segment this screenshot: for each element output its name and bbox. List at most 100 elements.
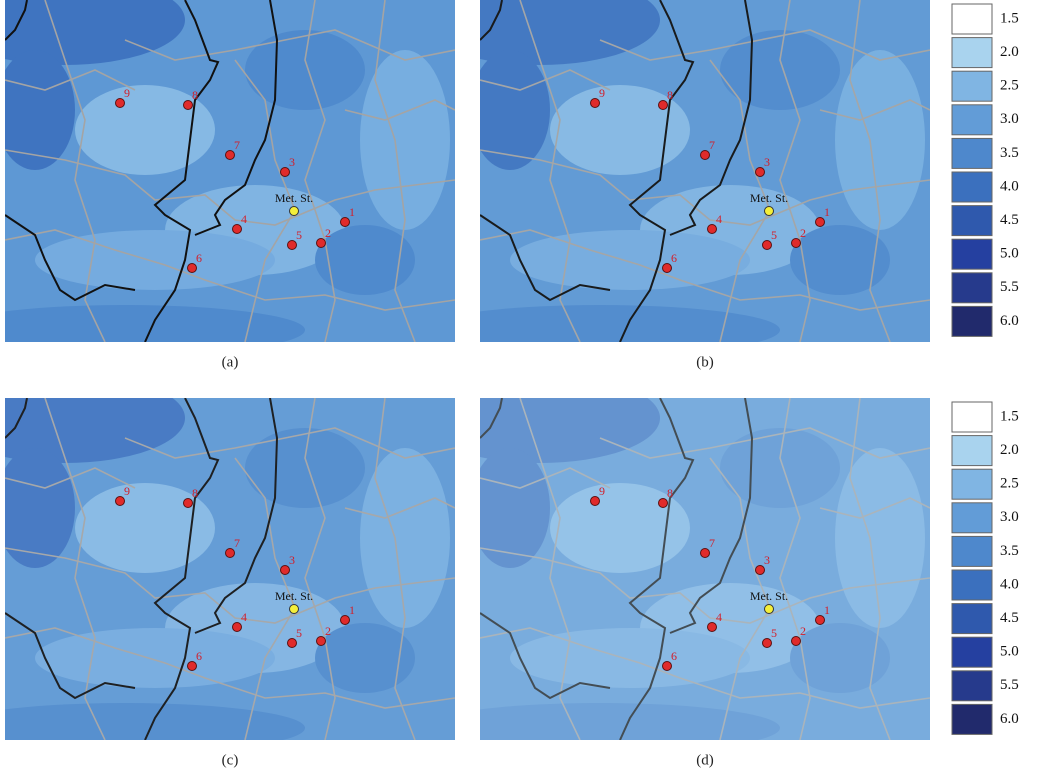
station-marker — [341, 218, 350, 227]
station-marker — [756, 168, 765, 177]
station-marker — [816, 616, 825, 625]
legend-swatch — [952, 671, 992, 701]
legend-swatch — [952, 704, 992, 734]
station-label: 3 — [289, 553, 295, 567]
legend-label: 6.0 — [1000, 313, 1019, 329]
station-label: 3 — [289, 155, 295, 169]
station-label: 6 — [671, 251, 677, 265]
map-tint — [480, 398, 930, 740]
legend-swatch — [952, 38, 992, 68]
panel-label: (a) — [222, 354, 239, 370]
station-label: 4 — [716, 610, 722, 624]
station-marker — [184, 499, 193, 508]
figure: 1 2 3 4 5 6 7 8 9 Met. St. (a) 1 2 3 4 5 6 7 8 9 Met. St. (b)… — [0, 0, 1042, 769]
station-label: 5 — [296, 626, 302, 640]
legend-label: 5.5 — [1000, 279, 1019, 295]
station-marker — [701, 549, 710, 558]
legend-label: 4.5 — [1000, 610, 1019, 626]
station-label: 9 — [124, 86, 130, 100]
station-label: 7 — [709, 138, 715, 152]
station-label: 2 — [325, 624, 331, 638]
station-label: 8 — [192, 486, 198, 500]
legend-label: 3.0 — [1000, 111, 1019, 127]
station-marker — [663, 662, 672, 671]
station-label: 5 — [771, 228, 777, 242]
panel-label: (b) — [696, 354, 714, 370]
station-marker — [188, 264, 197, 273]
station-label: 7 — [709, 536, 715, 550]
station-marker — [659, 101, 668, 110]
legend-label: 4.0 — [1000, 178, 1019, 194]
station-label: 5 — [296, 228, 302, 242]
legend-swatch — [952, 273, 992, 303]
legend-label: 1.5 — [1000, 10, 1019, 26]
station-label: 9 — [599, 484, 605, 498]
met-station-label: Met. St. — [750, 589, 788, 603]
legend-swatch — [952, 604, 992, 634]
station-label: 7 — [234, 536, 240, 550]
met-station-label: Met. St. — [275, 589, 313, 603]
station-marker — [763, 241, 772, 250]
panel-label: (d) — [696, 752, 714, 768]
station-label: 9 — [599, 86, 605, 100]
station-marker — [708, 225, 717, 234]
legend-swatch — [952, 306, 992, 336]
station-label: 2 — [325, 226, 331, 240]
legend-swatch — [952, 172, 992, 202]
station-marker — [288, 241, 297, 250]
legend: 1.52.02.53.03.54.04.55.05.56.0 — [952, 4, 1019, 336]
station-label: 3 — [764, 553, 770, 567]
legend-label: 2.5 — [1000, 78, 1019, 94]
station-marker — [317, 637, 326, 646]
station-marker — [591, 99, 600, 108]
panel-label: (c) — [222, 752, 239, 768]
station-marker — [233, 225, 242, 234]
station-marker — [233, 623, 242, 632]
legend-label: 2.0 — [1000, 44, 1019, 60]
station-marker — [591, 497, 600, 506]
legend-label: 4.5 — [1000, 212, 1019, 228]
legends: 1.52.02.53.03.54.04.55.05.56.01.52.02.53… — [952, 4, 1019, 734]
legend-swatch — [952, 4, 992, 34]
legend-label: 2.0 — [1000, 442, 1019, 458]
station-marker — [756, 566, 765, 575]
legend-swatch — [952, 138, 992, 168]
station-marker — [663, 264, 672, 273]
legend-label: 2.5 — [1000, 476, 1019, 492]
station-label: 1 — [824, 205, 830, 219]
legend-label: 5.0 — [1000, 246, 1019, 262]
legend-swatch — [952, 436, 992, 466]
legend-swatch — [952, 402, 992, 432]
map-background — [0, 0, 455, 355]
station-label: 4 — [716, 212, 722, 226]
legend-label: 6.0 — [1000, 711, 1019, 727]
station-label: 5 — [771, 626, 777, 640]
legend-swatch — [952, 239, 992, 269]
station-label: 6 — [196, 649, 202, 663]
station-marker — [701, 151, 710, 160]
station-label: 6 — [671, 649, 677, 663]
met-station-marker — [765, 605, 774, 614]
legend-label: 5.5 — [1000, 677, 1019, 693]
station-marker — [188, 662, 197, 671]
station-label: 1 — [349, 603, 355, 617]
station-marker — [317, 239, 326, 248]
map-tint — [5, 398, 455, 740]
legend-label: 3.0 — [1000, 509, 1019, 525]
legend-swatch — [952, 71, 992, 101]
legend: 1.52.02.53.03.54.04.55.05.56.0 — [952, 402, 1019, 734]
station-label: 8 — [667, 88, 673, 102]
station-label: 9 — [124, 484, 130, 498]
met-station-label: Met. St. — [275, 191, 313, 205]
station-marker — [226, 151, 235, 160]
legend-swatch — [952, 105, 992, 135]
station-marker — [816, 218, 825, 227]
station-marker — [226, 549, 235, 558]
met-station-marker — [290, 207, 299, 216]
legend-label: 5.0 — [1000, 644, 1019, 660]
legend-swatch — [952, 536, 992, 566]
station-marker — [708, 623, 717, 632]
station-marker — [288, 639, 297, 648]
